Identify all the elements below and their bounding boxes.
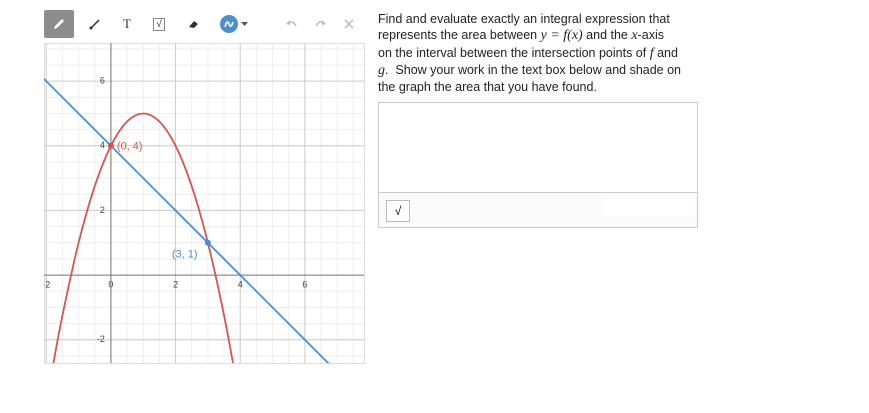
point-label: (0, 4): [117, 141, 143, 153]
clear-button[interactable]: [334, 10, 364, 38]
math-run: f: [649, 45, 654, 61]
point: [107, 142, 114, 149]
question-line: on the interval between the intersection…: [378, 45, 708, 62]
question-line: g. Show your work in the text box below …: [378, 62, 708, 79]
x-tick-label: 4: [238, 279, 243, 289]
math-run: x: [631, 28, 638, 44]
text-run: and: [653, 45, 678, 60]
curve: [44, 78, 330, 363]
line-icon: [89, 19, 100, 30]
pencil-tool[interactable]: [44, 10, 74, 38]
toolbar: T √: [44, 10, 360, 38]
y-tick-label: 4: [100, 140, 105, 150]
y-tick-label: 6: [100, 76, 105, 86]
redo-icon: [315, 20, 326, 27]
shade-icon: [220, 15, 248, 33]
text-run: and the: [582, 28, 632, 43]
eraser-icon: [189, 21, 198, 28]
math-button[interactable]: √: [386, 200, 410, 222]
question-line: Find and evaluate exactly an integral ex…: [378, 11, 708, 27]
undo-icon: [286, 20, 297, 27]
text-tool[interactable]: T: [123, 16, 131, 31]
curve: [52, 112, 234, 363]
y-tick-label: -2: [97, 334, 105, 344]
answer-box[interactable]: √: [378, 102, 698, 228]
overlay: [601, 199, 697, 216]
eraser-tool[interactable]: [178, 10, 208, 38]
point-label: (3, 1): [172, 249, 198, 261]
math-label: √: [153, 17, 165, 31]
text-run: . Show your work in the text box below a…: [385, 62, 682, 77]
math-run: g: [378, 62, 385, 78]
x-tick-label: 6: [302, 279, 307, 289]
clear-icon: [344, 19, 354, 29]
redo-button[interactable]: [306, 10, 336, 38]
x-tick-label: 2: [173, 279, 178, 289]
shade-tool[interactable]: [214, 10, 254, 38]
point: [204, 239, 211, 246]
graph-frame: [44, 43, 365, 364]
pencil-icon: [54, 19, 64, 29]
editor-toolbar: √: [379, 192, 697, 227]
text-run: represents the area between: [378, 28, 541, 43]
line-tool[interactable]: [80, 10, 110, 38]
text-run: -axis: [637, 28, 664, 43]
question-line: the graph the area that you have found.: [378, 79, 708, 95]
text-run: on the interval between the intersection…: [378, 45, 650, 60]
math-run: y = f(x): [540, 28, 583, 44]
text-run: Find and evaluate exactly an integral ex…: [378, 12, 670, 26]
math-tool[interactable]: √: [144, 10, 174, 38]
text-run: the graph the area that you have found.: [378, 80, 597, 95]
x-tick-label: -2: [44, 279, 50, 289]
question: Find and evaluate exactly an integral ex…: [378, 11, 708, 95]
y-tick-label: 2: [100, 205, 105, 215]
question-line: represents the area between y = f(x) and…: [378, 27, 708, 44]
undo-button[interactable]: [276, 10, 306, 38]
